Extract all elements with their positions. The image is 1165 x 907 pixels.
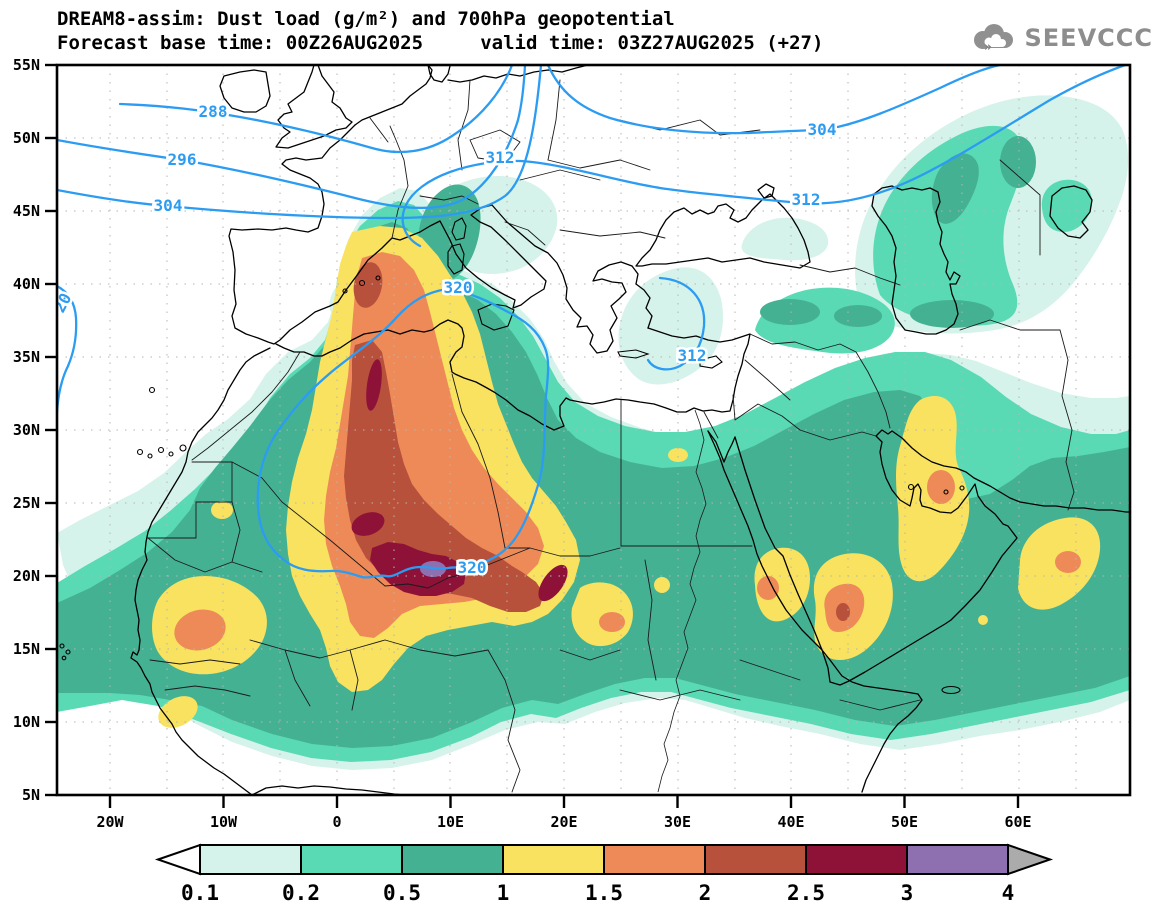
lat-tick-label: 40N [13, 275, 40, 293]
lon-tick-label: 10E [437, 813, 464, 831]
lat-tick-label: 45N [13, 202, 40, 220]
contour-label-320: 320 [458, 558, 487, 577]
colorbar-value-label: 4 [1002, 881, 1015, 905]
contour-320-loop [256, 287, 550, 579]
svg-text:»: » [984, 40, 992, 55]
colorbar-value-label: 2.5 [787, 881, 825, 905]
lon-tick-label: 30E [664, 813, 691, 831]
colorbar-cell [502, 844, 605, 875]
dust-load-colorbar: 0.1 0.2 0.5 1 1.5 2 2.5 3 4 [154, 843, 1054, 905]
contour-label-312: 312 [792, 190, 821, 209]
lon-tick-label: 40E [777, 813, 804, 831]
lon-tick-label: 60E [1004, 813, 1031, 831]
dust-level-2.5-region [351, 359, 568, 602]
colorbar-under-arrow [154, 843, 201, 876]
colorbar-cell [300, 844, 403, 875]
lat-tick-label: 5N [22, 786, 40, 804]
lat-tick-label: 50N [13, 129, 40, 147]
colorbar-value-label: 1.5 [585, 881, 623, 905]
contour-label-312: 312 [486, 148, 515, 167]
colorbar-cell [704, 844, 807, 875]
colorbar-value-label: 0.5 [383, 881, 421, 905]
contour-320-west-edge [57, 284, 78, 414]
seevccc-logo: » SEEVCCC [967, 20, 1154, 56]
colorbar-value-label: 3 [901, 881, 914, 905]
contour-label-288: 288 [199, 102, 228, 121]
lat-tick-label: 55N [13, 56, 40, 74]
colorbar-over-arrow [1007, 843, 1054, 876]
logo-text: SEEVCCC [1024, 24, 1153, 52]
contour-label-296: 296 [168, 150, 197, 169]
colorbar-value-label: 1 [497, 881, 510, 905]
colorbar-value-label: 2 [699, 881, 712, 905]
lon-tick-label: 10W [210, 813, 238, 831]
lon-tick-label: 20W [96, 813, 124, 831]
dust-fill-layers: 288 296 304 312 304 312 320 312 320 20 [50, 65, 1130, 795]
colorbar-cell [906, 844, 1009, 875]
lon-tick-label: 50E [891, 813, 918, 831]
geopotential-contour-lines [57, 65, 1129, 579]
contour-label-320: 320 [444, 278, 473, 297]
coastlines [59, 65, 1130, 795]
lat-tick-label: 35N [13, 348, 40, 366]
lat-tick-label: 10N [13, 713, 40, 731]
colorbar-cell [199, 844, 302, 875]
contour-value-labels: 288 296 304 312 304 312 320 312 320 20 [50, 100, 839, 580]
contour-label-304: 304 [154, 196, 183, 215]
cloud-logo-icon: » [973, 24, 1013, 55]
contour-312-aegean [646, 276, 706, 371]
longitude-axis: 20W 10W 0 10E 20E 30E 40E 50E 60E [96, 795, 1032, 831]
contour-label-304: 304 [808, 120, 837, 139]
colorbar-cell [603, 844, 706, 875]
contour-296 [57, 65, 527, 210]
lat-tick-label: 25N [13, 494, 40, 512]
country-borders [147, 79, 1075, 793]
colorbar-cell [805, 844, 908, 875]
contour-312 [401, 65, 1129, 248]
contour-label-312: 312 [678, 346, 707, 365]
contour-288 [118, 65, 514, 154]
colorbar-cell [401, 844, 504, 875]
lat-tick-label: 20N [13, 567, 40, 585]
colorbar-value-label: 0.1 [181, 881, 219, 905]
contour-304-east [546, 65, 1002, 135]
latitude-axis: 55N 50N 45N 40N 35N 30N 25N 20N 15N 10N 5N [13, 56, 57, 804]
lon-tick-label: 20E [550, 813, 577, 831]
lon-tick-label: 0 [332, 813, 341, 831]
contour-304-west [57, 65, 543, 220]
colorbar-value-label: 0.2 [282, 881, 320, 905]
page-title: DREAM8-assim: Dust load (g/m²) and 700hP… [57, 8, 675, 30]
forecast-time-subtitle: Forecast base time: 00Z26AUG2025 valid t… [57, 32, 824, 54]
lat-tick-label: 30N [13, 421, 40, 439]
contour-label-20: 20 [50, 290, 76, 316]
lat-tick-label: 15N [13, 640, 40, 658]
